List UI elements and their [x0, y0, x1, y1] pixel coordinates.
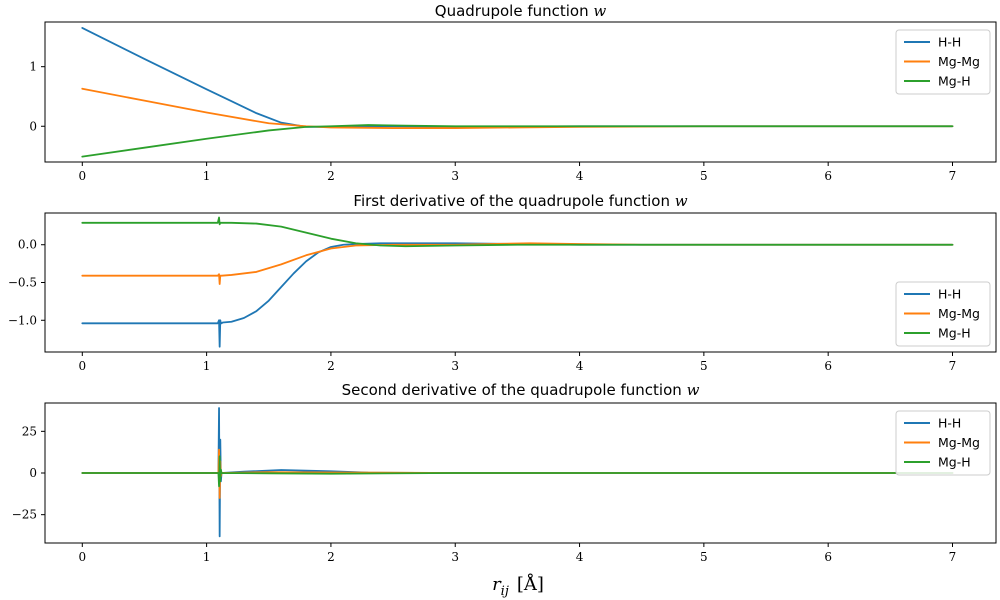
legend: H-H Mg-Mg Mg-H	[895, 281, 991, 347]
x-tick-label: 1	[203, 169, 211, 183]
legend-label: Mg-Mg	[938, 435, 980, 450]
y-tick-label: 0	[29, 466, 37, 480]
x-tick-label: 5	[700, 169, 708, 183]
panel-quadrupole-function: 0 1 2 3 4 5 6 7 0 1 Quadrupole function w H-H Mg-Mg M…	[29, 2, 997, 183]
y-tick-label: 1	[29, 60, 37, 74]
legend-label: Mg-Mg	[938, 54, 980, 69]
y-tick-label: 25	[22, 424, 37, 438]
series-group	[81, 27, 954, 158]
x-tick-label: 3	[451, 169, 459, 183]
series-line-mg-h	[81, 455, 954, 488]
y-tick-label: 0	[29, 119, 37, 133]
x-tick-label: 4	[576, 359, 584, 373]
x-tick-label: 5	[700, 359, 708, 373]
x-tick-label: 3	[451, 550, 459, 564]
plot-frame	[44, 21, 997, 163]
x-tick-label: 5	[700, 550, 708, 564]
x-tick-label: 1	[203, 359, 211, 373]
legend-box	[895, 281, 991, 347]
x-tick-label: 2	[327, 169, 335, 183]
x-tick-label: 0	[78, 359, 86, 373]
x-tick-label: 4	[576, 169, 584, 183]
x-tick-label: 7	[949, 359, 957, 373]
x-tick-label: 3	[451, 359, 459, 373]
x-tick-label: 6	[824, 550, 832, 564]
x-tick-label: 6	[824, 169, 832, 183]
series-line-h-h	[81, 242, 954, 348]
y-tick-label: −25	[12, 508, 37, 522]
plot-frame	[44, 212, 997, 353]
x-tick-label: 7	[949, 169, 957, 183]
x-tick-label: 4	[576, 550, 584, 564]
legend-label: Mg-Mg	[938, 306, 980, 321]
series-line-mg-mg	[81, 242, 954, 285]
x-tick-label: 0	[78, 550, 86, 564]
y-tick-label: −0.5	[8, 276, 37, 290]
panel-second-derivative: 0 1 2 3 4 5 6 7 25 0 −25 Second derivative of the q…	[12, 381, 997, 564]
series-line-mg-h	[81, 216, 954, 248]
x-tick-label: 1	[203, 550, 211, 564]
legend: H-H Mg-Mg Mg-H	[895, 410, 991, 476]
series-line-h-h	[81, 27, 954, 128]
series-line-mg-h	[81, 124, 954, 158]
legend-label: Mg-H	[938, 455, 971, 470]
legend-box	[895, 410, 991, 476]
chart-title: First derivative of the quadrupole funct…	[353, 192, 687, 210]
x-tick-label: 7	[949, 550, 957, 564]
legend-label: H-H	[938, 287, 961, 302]
x-tick-label: 0	[78, 169, 86, 183]
legend-label: H-H	[938, 35, 961, 50]
y-tick-label: −1.0	[8, 313, 37, 327]
series-line-mg-mg	[81, 87, 954, 129]
x-tick-label: 2	[327, 550, 335, 564]
y-tick-label: 0.0	[18, 238, 37, 252]
x-axis-label: rij [Å]	[492, 573, 544, 599]
panel-first-derivative: 0 1 2 3 4 5 6 7 0.0 −0.5 −1.0 First derivative of t…	[8, 192, 997, 373]
legend-label: Mg-H	[938, 74, 971, 89]
x-tick-label: 2	[327, 359, 335, 373]
chart-title: Quadrupole function w	[435, 2, 607, 20]
series-group	[81, 407, 954, 538]
x-tick-label: 6	[824, 359, 832, 373]
legend-label: H-H	[938, 416, 961, 431]
legend: H-H Mg-Mg Mg-H	[895, 29, 991, 95]
legend-label: Mg-H	[938, 326, 971, 341]
legend-box	[895, 29, 991, 95]
chart-title: Second derivative of the quadrupole func…	[342, 381, 700, 399]
series-group	[81, 216, 954, 348]
